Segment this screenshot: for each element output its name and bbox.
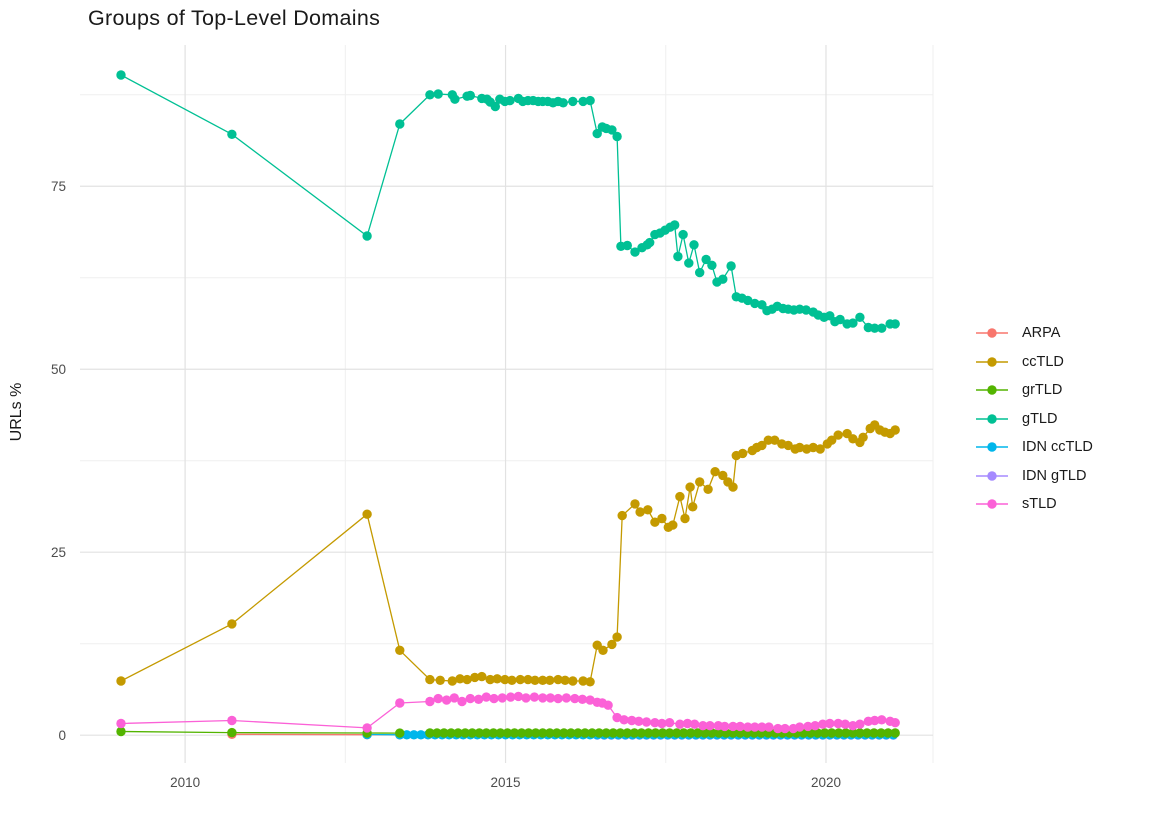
legend-swatch-grtld: [976, 385, 1008, 395]
legend-item-grtld: grTLD: [975, 380, 1093, 400]
axis-tick-labels: 0 25 50 75 2010 2015 2020: [51, 179, 841, 790]
legend-item-arpa: ARPA: [975, 323, 1093, 343]
x-tick-label: 2010: [170, 775, 200, 790]
y-tick-label: 50: [51, 362, 66, 377]
legend-label: ARPA: [1022, 325, 1061, 341]
series-points-stld: [116, 691, 900, 734]
legend-label: IDN ccTLD: [1022, 439, 1093, 455]
y-tick-label: 25: [51, 545, 66, 560]
legend-swatch-gtld: [976, 413, 1008, 424]
legend-label: sTLD: [1022, 496, 1057, 512]
x-tick-label: 2015: [491, 775, 521, 790]
legend-item-gtld: gTLD: [975, 409, 1093, 429]
series-line-stld: [120, 695, 896, 730]
legend-label: ccTLD: [1022, 353, 1064, 370]
gridlines-major: [80, 45, 933, 763]
legend-swatch-idn-gtld: [976, 470, 1008, 481]
legend: ARPA ccTLD grTLD gTLD IDN ccTLD IDN gTLD sTLD: [975, 323, 1093, 514]
series-line-gtld: [120, 74, 896, 329]
legend-item-idn-cctld: IDN ccTLD: [975, 437, 1093, 457]
legend-swatch-cctld: [976, 356, 1008, 367]
chart-title: Groups of Top-Level Domains: [88, 6, 381, 30]
legend-label: gTLD: [1022, 410, 1058, 427]
x-tick-label: 2020: [811, 775, 841, 790]
series-points-gtld: [116, 70, 900, 333]
gridlines-minor: [80, 45, 934, 763]
legend-label: grTLD: [1022, 382, 1063, 398]
legend-item-cctld: ccTLD: [975, 352, 1093, 372]
series-points-cctld: [116, 420, 900, 687]
legend-swatch-arpa: [976, 328, 1008, 338]
y-tick-label: 75: [51, 179, 66, 194]
y-tick-label: 0: [58, 728, 66, 743]
legend-swatch-stld: [976, 499, 1008, 509]
legend-label: IDN gTLD: [1022, 467, 1087, 484]
legend-swatch-idn-cctld: [976, 442, 1008, 452]
legend-item-idn-gtld: IDN gTLD: [975, 466, 1093, 486]
legend-item-stld: sTLD: [975, 494, 1093, 514]
series-points-grtld: [116, 726, 900, 738]
